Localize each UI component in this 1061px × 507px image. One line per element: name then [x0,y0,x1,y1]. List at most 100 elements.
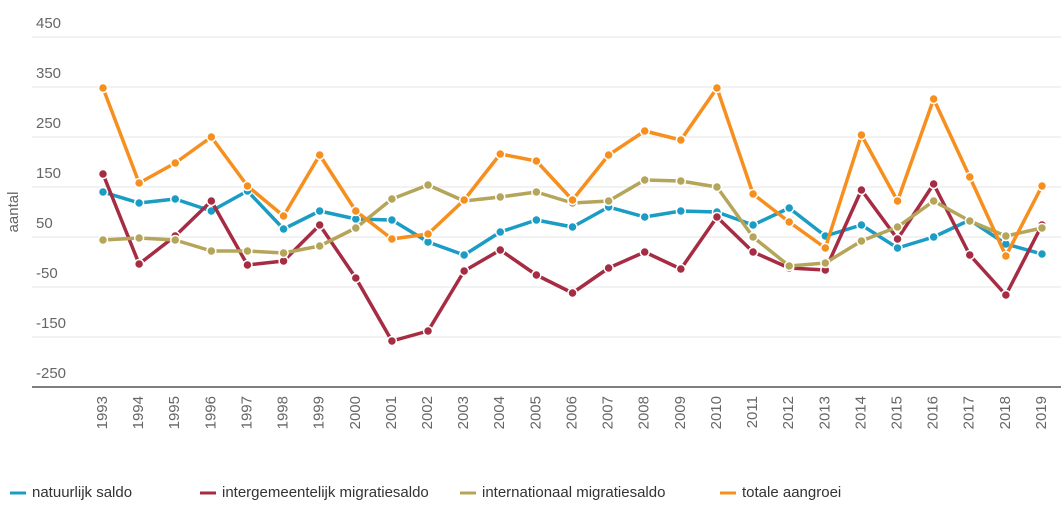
data-point [856,184,867,196]
data-point [169,157,181,169]
x-tick-label: 1993 [94,396,111,429]
x-tick-label: 2007 [600,396,617,429]
data-point [495,244,506,256]
data-point [278,223,289,235]
data-point [495,226,506,238]
x-tick-label: 2006 [563,396,580,429]
data-point [783,216,795,228]
x-tick-label: 1998 [275,396,292,429]
data-point [495,191,506,203]
data-point [133,258,145,270]
data-point [314,205,325,217]
data-point [422,228,434,240]
data-point [97,82,109,94]
data-point [711,82,723,94]
data-point [206,245,217,257]
data-point [892,195,903,207]
data-point [892,242,903,254]
data-point [964,215,976,227]
data-point [747,231,759,243]
data-point [1036,222,1048,234]
x-tick-label: 2010 [708,396,725,429]
legend-label: intergemeentelijk migratiesaldo [222,484,429,501]
data-point [603,149,614,161]
x-tick-label: 2009 [672,396,689,429]
x-tick-label: 1997 [238,396,255,429]
data-point [531,214,542,226]
x-tick-label: 1996 [202,396,219,429]
data-point [133,232,145,244]
data-point [928,93,939,105]
data-point [314,149,325,161]
y-tick-label: 450 [36,15,61,32]
data-point [97,234,109,246]
data-point [964,249,976,261]
data-point [386,193,398,205]
data-point [350,205,362,217]
data-point [386,233,398,245]
data-point [1000,289,1012,301]
y-axis-label: aantal [5,192,22,233]
data-point [133,177,145,189]
data-point [639,246,650,258]
data-point [639,211,650,223]
data-point [495,148,506,160]
x-tick-label: 2014 [852,396,869,429]
data-point [169,193,181,205]
legend-label: natuurlijk saldo [32,484,132,501]
data-point [639,174,650,186]
y-tick-label: -250 [36,365,66,382]
x-tick-label: 2018 [997,396,1014,429]
data-point [278,247,289,259]
x-tick-label: 1999 [311,396,328,429]
data-point [422,179,434,191]
data-point [856,129,867,141]
data-point [314,240,325,252]
x-tick-label: 2012 [780,396,797,429]
data-point [314,219,325,231]
y-tick-label: 350 [36,65,61,82]
data-point [675,205,687,217]
x-tick-label: 2004 [491,396,508,429]
x-tick-label: 2016 [925,396,942,429]
data-point [531,155,542,167]
data-point [603,195,614,207]
data-point [928,231,939,243]
data-point [675,263,687,275]
data-point [386,214,398,226]
data-point [567,194,578,206]
data-point [1036,248,1048,260]
data-point [458,194,470,206]
y-tick-label: 50 [36,215,53,232]
y-tick-label: -150 [36,315,66,332]
data-point [1036,180,1048,192]
x-tick-label: 1995 [166,396,183,429]
data-point [1000,250,1012,262]
data-point [350,272,362,284]
data-point [133,197,145,209]
data-point [783,202,795,214]
data-point [97,168,109,180]
data-point [747,188,759,200]
x-tick-label: 2015 [889,396,906,429]
x-tick-label: 2002 [419,396,436,429]
data-point [458,249,470,261]
data-point [350,222,362,234]
y-tick-label: -50 [36,265,58,282]
x-tick-label: 2013 [816,396,833,429]
data-point [531,186,542,198]
data-point [928,195,939,207]
y-tick-label: 150 [36,165,61,182]
data-point [711,211,723,223]
data-point [458,265,470,277]
data-point [964,171,976,183]
data-point [531,269,542,281]
x-tick-label: 2011 [744,396,761,428]
data-point [747,219,759,231]
data-point [747,246,759,258]
data-point [892,233,903,245]
x-tick-label: 2003 [455,396,472,429]
data-point [206,195,217,207]
data-point [206,131,217,143]
